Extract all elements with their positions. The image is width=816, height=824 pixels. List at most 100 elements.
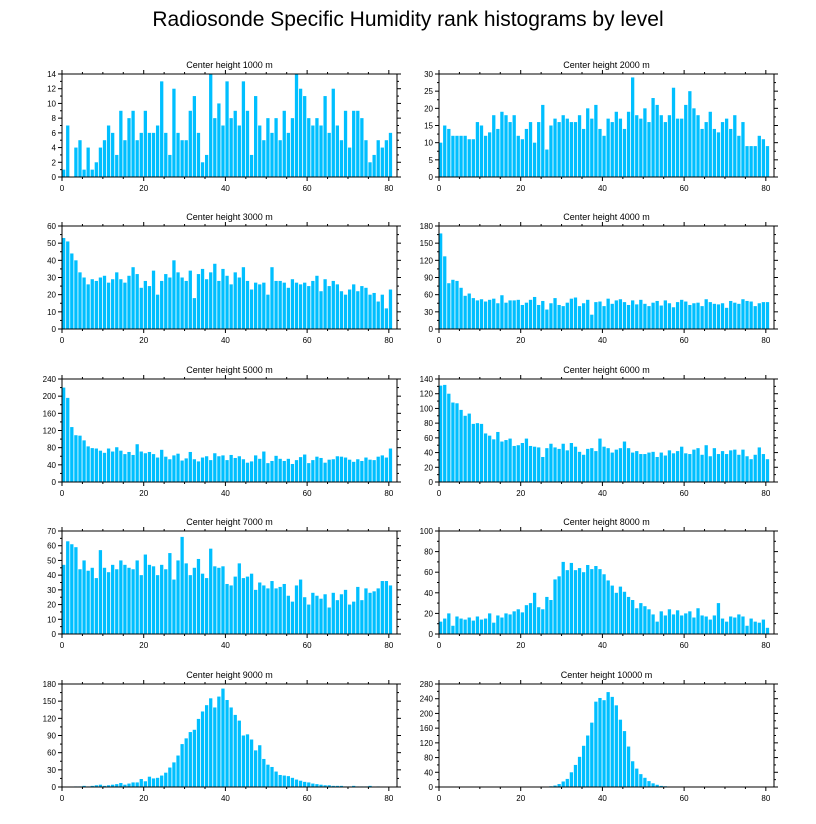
bar bbox=[282, 583, 286, 634]
bar bbox=[512, 300, 516, 329]
bar bbox=[439, 142, 443, 177]
y-tick-label: 60 bbox=[424, 568, 433, 577]
bar bbox=[675, 451, 680, 482]
x-tick-label: 40 bbox=[221, 336, 230, 345]
bar bbox=[176, 755, 180, 787]
bar bbox=[483, 301, 488, 329]
x-tick-label: 20 bbox=[516, 489, 525, 498]
bar bbox=[467, 293, 471, 329]
bar bbox=[352, 461, 356, 482]
bar bbox=[180, 536, 184, 634]
bar bbox=[671, 307, 676, 329]
bar bbox=[618, 719, 623, 787]
bar bbox=[184, 280, 188, 329]
bar bbox=[147, 564, 152, 634]
bar bbox=[761, 619, 766, 634]
bar bbox=[364, 457, 368, 482]
bar bbox=[553, 447, 557, 482]
bar bbox=[749, 459, 753, 482]
bar bbox=[459, 287, 463, 329]
bars bbox=[62, 74, 393, 177]
bar bbox=[504, 440, 508, 482]
bar bbox=[753, 146, 757, 177]
bar bbox=[241, 578, 246, 634]
x-tick-label: 60 bbox=[680, 794, 689, 803]
bar bbox=[151, 270, 156, 329]
bar bbox=[131, 454, 135, 482]
bar bbox=[696, 115, 700, 177]
bar bbox=[221, 125, 225, 177]
bar bbox=[209, 548, 213, 634]
bar bbox=[565, 118, 569, 177]
bar bbox=[221, 566, 225, 634]
bar bbox=[315, 275, 319, 329]
bar bbox=[516, 609, 520, 634]
bar bbox=[561, 561, 565, 634]
bar bbox=[74, 147, 78, 177]
bar bbox=[537, 447, 541, 482]
bar bbox=[278, 586, 282, 634]
y-tick-label: 25 bbox=[424, 87, 433, 96]
bar bbox=[70, 544, 74, 634]
bar bbox=[298, 88, 303, 177]
bar bbox=[557, 122, 561, 177]
bar bbox=[532, 592, 537, 634]
bar bbox=[380, 455, 384, 482]
bar bbox=[516, 445, 520, 482]
bar bbox=[765, 627, 770, 634]
y-tick-label: 0 bbox=[52, 325, 57, 334]
bar bbox=[127, 567, 131, 634]
bar bbox=[266, 118, 270, 177]
bar bbox=[209, 74, 213, 177]
y-tick-label: 160 bbox=[420, 724, 434, 733]
bar bbox=[573, 446, 578, 482]
y-tick-label: 40 bbox=[424, 449, 433, 458]
bar bbox=[720, 618, 725, 634]
bar bbox=[270, 132, 274, 177]
bar bbox=[716, 603, 721, 634]
bar bbox=[352, 284, 356, 329]
bar bbox=[352, 785, 356, 787]
bar bbox=[372, 292, 376, 329]
bar bbox=[311, 783, 315, 787]
bar bbox=[258, 745, 262, 787]
bar bbox=[209, 698, 213, 787]
bar bbox=[111, 132, 115, 177]
bar bbox=[626, 304, 631, 329]
y-tick-label: 200 bbox=[43, 392, 57, 401]
y-tick-label: 150 bbox=[43, 697, 57, 706]
bar bbox=[631, 452, 635, 482]
bar bbox=[602, 135, 606, 177]
bar bbox=[594, 104, 598, 177]
bar bbox=[209, 272, 213, 329]
bar bbox=[352, 601, 356, 634]
bar bbox=[602, 446, 606, 482]
bar bbox=[573, 764, 578, 787]
bar bbox=[655, 784, 659, 787]
bar bbox=[74, 435, 78, 482]
panel-1: Center height 1000 m 0 2 4 6 8 10 12 14 0 20 40 60 80 bbox=[47, 60, 401, 193]
bar bbox=[184, 140, 188, 177]
x-tick-label: 0 bbox=[60, 336, 65, 345]
bar bbox=[479, 619, 484, 634]
bar bbox=[376, 301, 380, 329]
bar bbox=[233, 457, 237, 482]
y-tick-label: 2 bbox=[52, 158, 57, 167]
bars bbox=[439, 384, 770, 482]
bar bbox=[749, 301, 753, 329]
bar bbox=[147, 451, 152, 482]
bar bbox=[254, 282, 258, 329]
bar bbox=[651, 451, 655, 482]
bar bbox=[339, 140, 344, 177]
bar bbox=[176, 453, 180, 482]
x-tick-label: 60 bbox=[680, 489, 689, 498]
bar bbox=[647, 609, 651, 634]
bar bbox=[553, 785, 557, 787]
bar bbox=[626, 746, 631, 787]
bar bbox=[712, 448, 717, 482]
bar bbox=[380, 294, 384, 329]
bar bbox=[282, 460, 286, 482]
bar bbox=[229, 454, 233, 482]
bar bbox=[573, 122, 578, 177]
bar bbox=[274, 588, 278, 634]
